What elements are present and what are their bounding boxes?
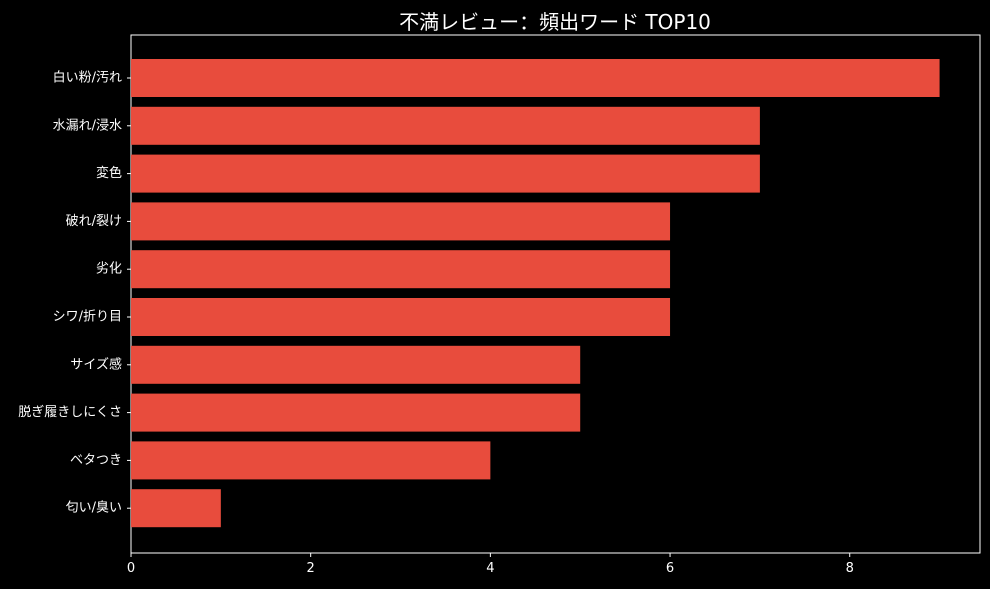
x-axis: 0 2 4 6 8 [127, 553, 854, 576]
bar [131, 106, 760, 145]
y-tick-label: 劣化 [96, 262, 122, 277]
y-tick-label: ベタつき [70, 453, 122, 468]
x-tick-label: 8 [846, 561, 854, 576]
x-tick-label: 2 [307, 561, 315, 576]
bar [131, 489, 221, 528]
bar [131, 345, 581, 384]
y-axis: 白い粉/汚れ水漏れ/浸水変色破れ/裂け劣化シワ/折り目サイズ感脱ぎ履きしにくさベ… [18, 70, 131, 516]
bar [131, 393, 581, 432]
x-tick-label: 0 [127, 561, 135, 576]
y-tick-label: 白い粉/汚れ [53, 70, 122, 86]
plot-frame [130, 34, 981, 554]
x-tick-label: 6 [666, 561, 674, 576]
y-tick-label: サイズ感 [70, 356, 122, 372]
bars-group [131, 59, 940, 528]
bar [131, 250, 671, 289]
y-tick-label: 脱ぎ履きしにくさ [18, 405, 122, 420]
chart-title: 不満レビュー：頻出ワード TOP10 [399, 10, 711, 34]
bar [131, 298, 671, 336]
y-tick-label: 変色 [96, 165, 122, 181]
bar [131, 441, 491, 480]
y-tick-label: 破れ/裂け [66, 214, 122, 229]
y-tick-label: 匂い/臭い [66, 501, 122, 516]
x-tick-label: 4 [486, 561, 494, 576]
bar [131, 59, 940, 97]
bar [131, 202, 671, 241]
y-tick-label: 水漏れ/浸水 [53, 117, 122, 133]
bar [131, 154, 760, 193]
y-tick-label: シワ/折り目 [53, 310, 122, 325]
